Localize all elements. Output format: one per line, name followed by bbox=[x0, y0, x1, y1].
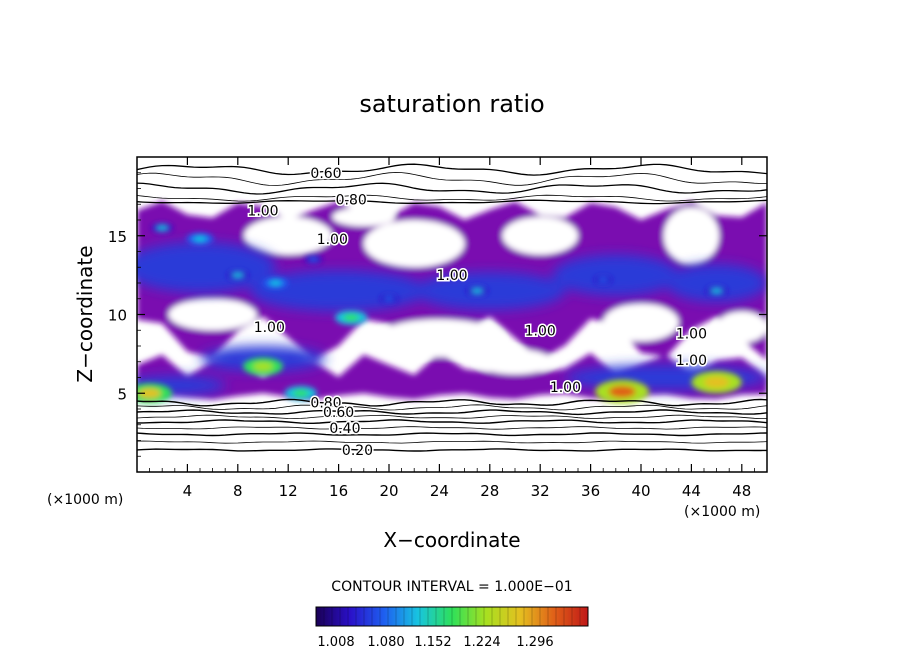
contour-lines bbox=[137, 163, 767, 452]
contour-label: 1.00 bbox=[676, 353, 707, 369]
supersaturation-core bbox=[253, 362, 273, 371]
contour-line bbox=[137, 163, 767, 176]
subsaturated-region bbox=[244, 216, 333, 255]
subsaturated-region bbox=[332, 207, 396, 227]
supersaturation-core bbox=[156, 225, 168, 231]
field-blob bbox=[137, 242, 276, 293]
z-axis-unit: (×1000 m) bbox=[47, 492, 123, 508]
x-tick-label: 24 bbox=[430, 482, 449, 500]
colorbar-tick-label: 1.296 bbox=[516, 635, 553, 650]
field-blob bbox=[552, 254, 679, 296]
supersaturation-core bbox=[608, 385, 636, 398]
field-peaks bbox=[137, 223, 742, 404]
colorbar-tick-label: 1.008 bbox=[317, 635, 354, 650]
supersaturation-core bbox=[343, 314, 360, 322]
contour-label: 0.80 bbox=[336, 193, 367, 209]
contour-line bbox=[137, 172, 767, 186]
x-tick-label: 48 bbox=[732, 482, 751, 500]
x-tick-label: 16 bbox=[329, 482, 348, 500]
field-blob bbox=[250, 270, 427, 312]
contour-label: 1.00 bbox=[676, 326, 707, 342]
subsaturated-region bbox=[168, 298, 257, 331]
contour-line bbox=[137, 398, 767, 407]
colorbar-tick-label: 1.224 bbox=[463, 635, 500, 650]
contour-interval-note: CONTOUR INTERVAL = 1.000E−01 bbox=[331, 579, 572, 595]
colorbar-ticks: 1.008 1.080 1.152 1.224 1.296 bbox=[317, 635, 553, 650]
supersaturation-core bbox=[193, 235, 207, 242]
supersaturation-core bbox=[711, 288, 722, 294]
contour-line bbox=[137, 432, 767, 437]
x-tick-label: 8 bbox=[233, 482, 243, 500]
supersaturation-core bbox=[232, 272, 244, 278]
colorbar bbox=[315, 606, 589, 627]
colorbar-tick-label: 1.080 bbox=[367, 635, 404, 650]
contour-line bbox=[137, 409, 767, 416]
contour-line bbox=[137, 426, 767, 430]
x-tick-label: 36 bbox=[581, 482, 600, 500]
contour-line bbox=[137, 448, 767, 452]
contour-label: 1.00 bbox=[550, 380, 581, 396]
contour-label: 1.00 bbox=[525, 323, 556, 339]
contour-line bbox=[137, 182, 767, 195]
contour-label: 0.60 bbox=[323, 405, 354, 421]
y-tick-label: 15 bbox=[108, 228, 127, 246]
subsaturated-region bbox=[477, 349, 553, 375]
contour-label: 0.40 bbox=[329, 421, 360, 437]
supersaturation-core bbox=[384, 296, 394, 301]
subsaturated-region bbox=[502, 216, 578, 255]
supersaturation-core bbox=[269, 280, 282, 286]
contour-line bbox=[137, 414, 767, 420]
supersaturation-core bbox=[308, 257, 318, 262]
contour-label: 0.60 bbox=[310, 166, 341, 182]
contour-line bbox=[137, 199, 767, 205]
contour-label: 1.00 bbox=[254, 320, 285, 336]
x-axis-unit: (×1000 m) bbox=[684, 504, 760, 520]
x-tick-label: 32 bbox=[531, 482, 550, 500]
contour-label: 0.20 bbox=[342, 443, 373, 459]
contour-line bbox=[137, 404, 767, 411]
supersaturation-core bbox=[292, 389, 309, 397]
subsaturated-region bbox=[363, 220, 465, 268]
subsaturated-region bbox=[716, 311, 767, 343]
x-tick-label: 40 bbox=[631, 482, 650, 500]
chart-title: saturation ratio bbox=[359, 90, 544, 118]
contour-label: 0.80 bbox=[310, 396, 341, 412]
contour-label: 1.00 bbox=[247, 204, 278, 220]
subsaturated-region bbox=[376, 319, 503, 358]
supersaturation-core bbox=[138, 388, 161, 399]
supersaturation-core bbox=[471, 288, 483, 294]
subsaturated-region bbox=[663, 207, 720, 265]
contour-label: 1.00 bbox=[317, 232, 348, 248]
contour-line bbox=[137, 194, 767, 202]
x-tick-label: 20 bbox=[379, 482, 398, 500]
subsaturated-region bbox=[603, 303, 679, 342]
contour-label: 1.00 bbox=[436, 268, 467, 284]
colorbar-tick-label: 1.152 bbox=[414, 635, 451, 650]
field-blob bbox=[414, 271, 566, 310]
saturation-field bbox=[137, 201, 767, 404]
contour-line bbox=[137, 419, 767, 424]
x-tick-label: 44 bbox=[682, 482, 701, 500]
contour-line bbox=[137, 440, 767, 444]
y-axis-title: Z−coordinate bbox=[73, 245, 97, 382]
y-axis-ticks: 5 10 15 bbox=[108, 172, 767, 457]
y-tick-label: 5 bbox=[117, 385, 127, 403]
x-axis-title: X−coordinate bbox=[383, 528, 520, 552]
colorbar-stripes bbox=[323, 607, 581, 626]
supersaturation-core bbox=[598, 277, 608, 282]
x-axis-ticks: 4 8 12 16 20 24 28 32 36 40 44 48 bbox=[149, 157, 755, 500]
supersaturation-core bbox=[704, 376, 730, 388]
x-tick-label: 12 bbox=[279, 482, 298, 500]
field-blob bbox=[666, 264, 767, 302]
x-tick-label: 4 bbox=[183, 482, 193, 500]
contour-labels: 0.600.801.001.001.001.00 1.00 1.001.001.00… bbox=[246, 164, 709, 460]
plot-area: 0.600.801.001.001.001.00 1.00 1.001.001.00… bbox=[137, 157, 767, 472]
x-tick-label: 28 bbox=[480, 482, 499, 500]
y-tick-label: 10 bbox=[108, 307, 127, 325]
